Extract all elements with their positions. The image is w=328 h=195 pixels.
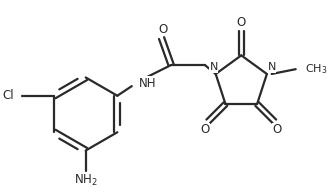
Text: NH$_2$: NH$_2$ (74, 173, 98, 188)
Text: N: N (210, 62, 218, 72)
Text: O: O (237, 16, 246, 29)
Text: CH$_3$: CH$_3$ (305, 62, 328, 76)
Text: O: O (201, 123, 210, 136)
Text: Cl: Cl (2, 89, 14, 102)
Text: O: O (158, 23, 167, 36)
Text: O: O (273, 123, 282, 136)
Text: NH: NH (138, 77, 156, 90)
Text: N: N (268, 62, 276, 72)
